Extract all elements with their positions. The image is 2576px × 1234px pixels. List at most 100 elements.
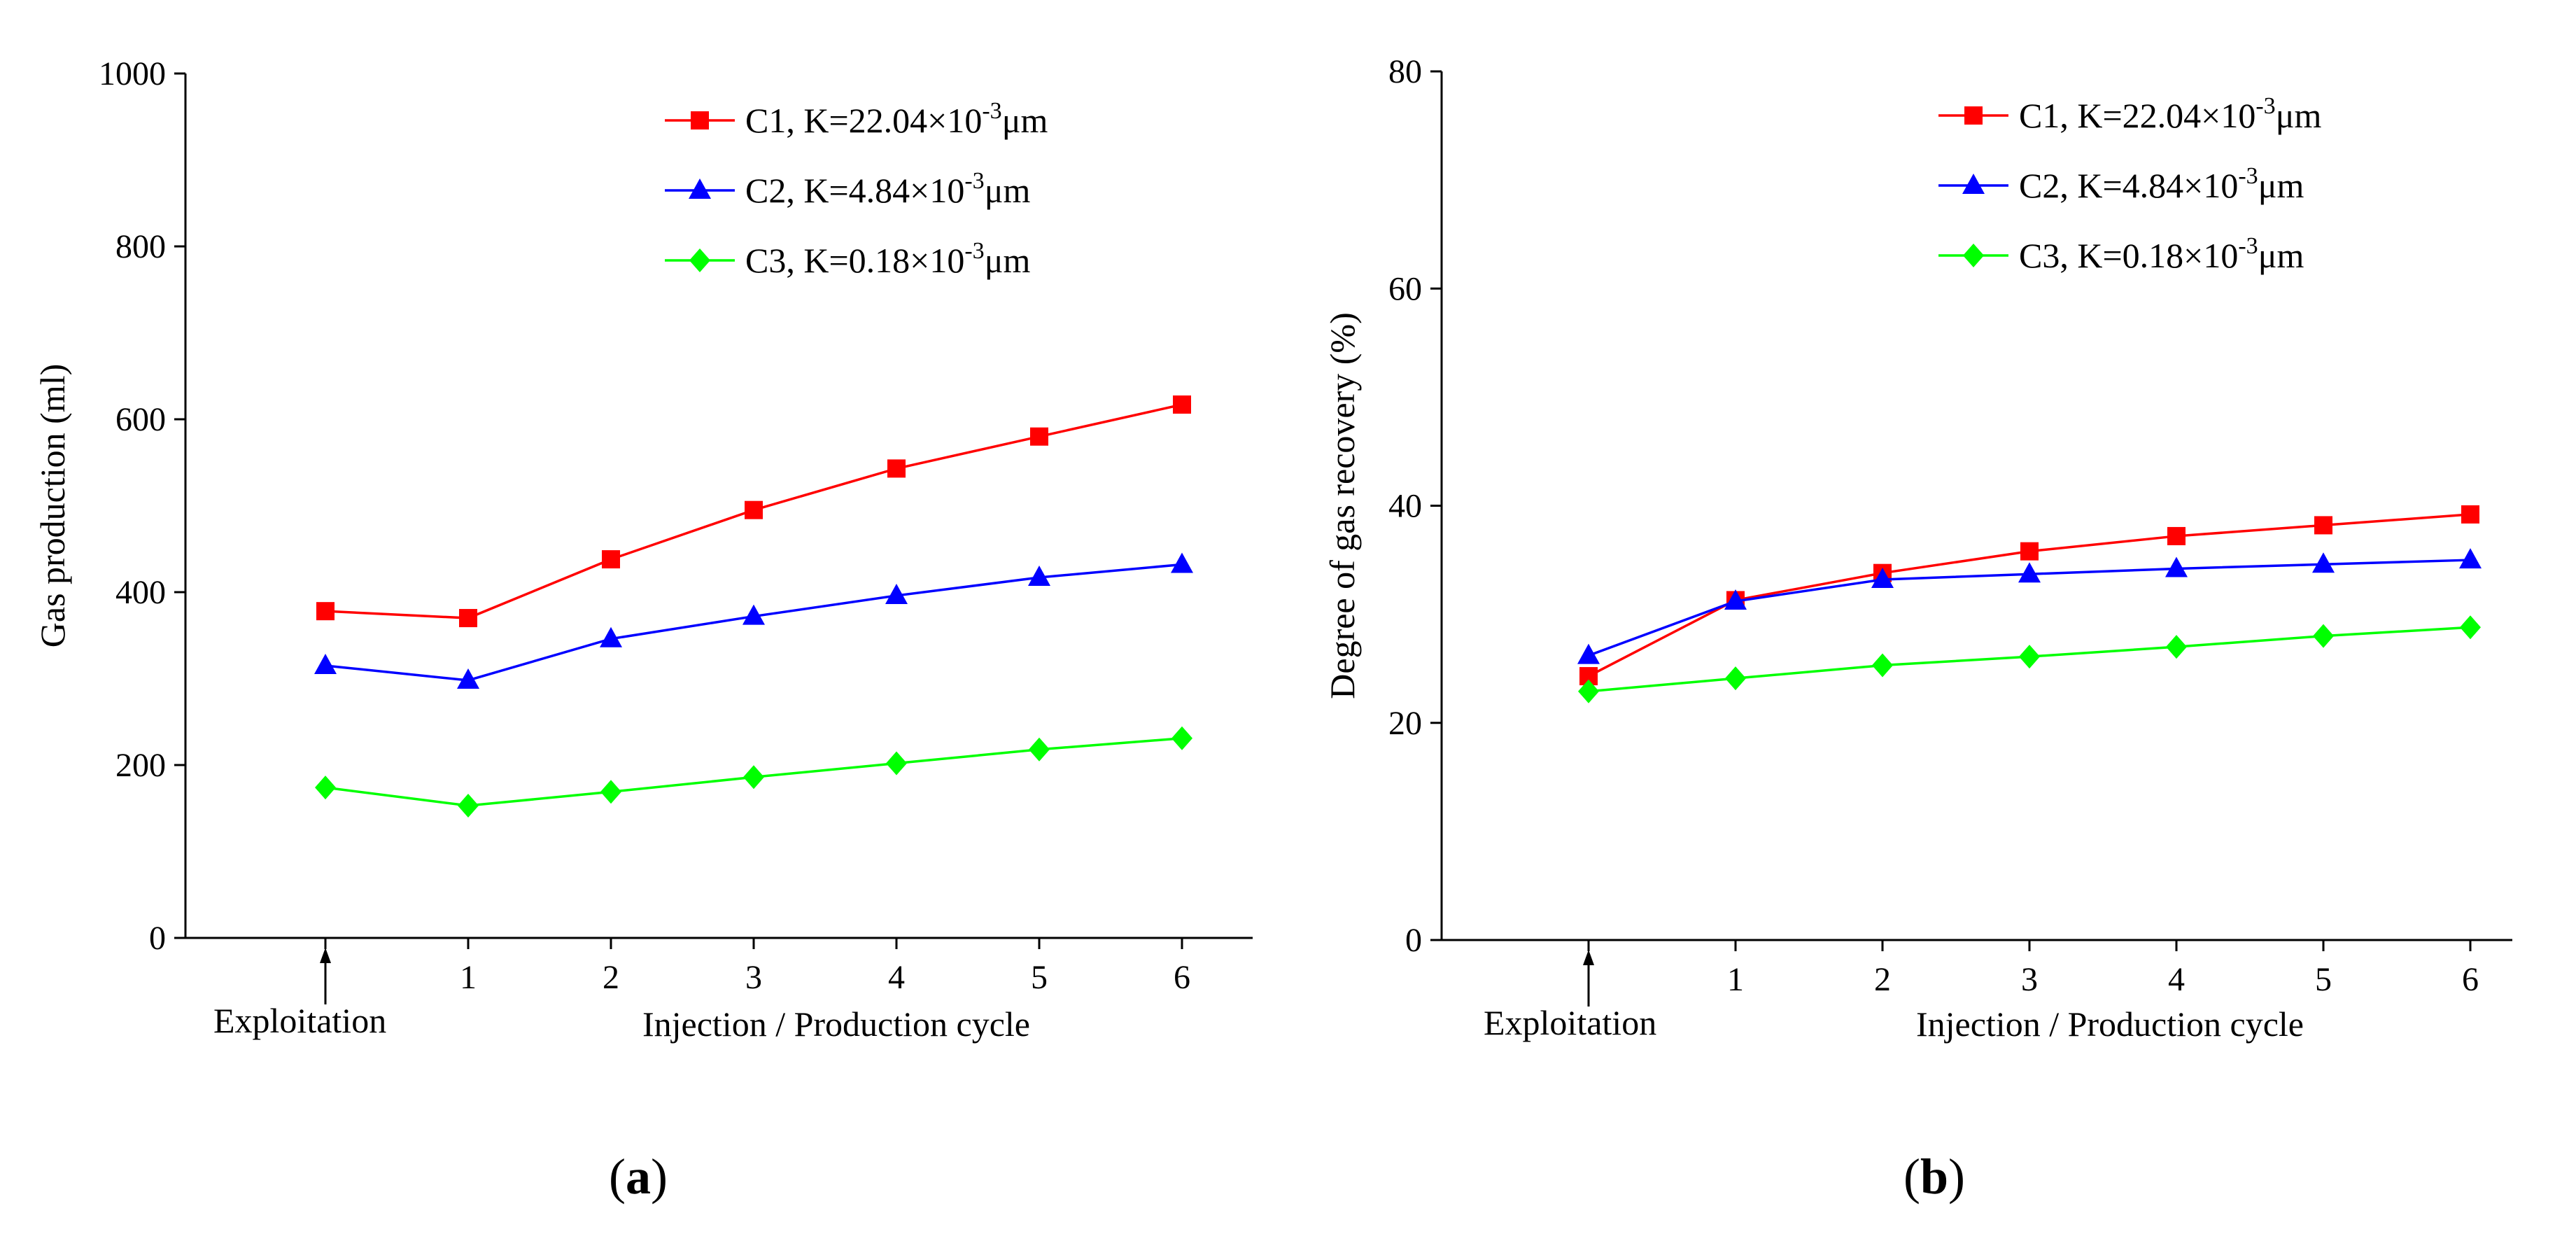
legend-entry-2: C2, K=4.84×10-3μm	[665, 168, 1030, 210]
data-point	[1872, 653, 1893, 678]
y-tick-label: 400	[115, 574, 166, 611]
data-point	[1030, 427, 1048, 446]
legend-marker	[1964, 106, 1983, 125]
x-axis-label: Injection / Production cycle	[1916, 1004, 2304, 1044]
data-point	[1871, 567, 1894, 588]
y-tick-label: 40	[1388, 488, 1422, 525]
data-point	[887, 459, 906, 478]
x-tick-label: 2	[603, 959, 619, 996]
x-tick-label: 4	[2168, 961, 2185, 998]
data-point	[1028, 566, 1050, 587]
data-point	[886, 751, 907, 776]
y-axis-label: Gas production (ml)	[33, 364, 72, 647]
series-1	[316, 395, 1191, 628]
x-axis-label: Injection / Production cycle	[642, 1004, 1030, 1044]
panel-label-a: (a)	[609, 1149, 668, 1205]
legend-label: C2, K=4.84×10-3μm	[2019, 163, 2304, 205]
legend-marker	[1963, 244, 1984, 267]
data-point	[745, 500, 763, 519]
data-point	[885, 583, 908, 604]
legend-entry-1: C1, K=22.04×10-3μm	[1938, 93, 2321, 135]
panel-letter-a: a	[625, 1149, 651, 1205]
panel-letter-b: b	[1920, 1149, 1949, 1205]
data-point	[2460, 615, 2481, 640]
data-point	[457, 668, 479, 689]
data-point	[1578, 679, 1599, 703]
data-point	[602, 550, 620, 569]
y-tick-label: 1000	[99, 55, 166, 92]
series-2	[1577, 548, 2482, 664]
exploitation-label: Exploitation	[1484, 1003, 1656, 1042]
y-tick-label: 0	[1405, 922, 1422, 959]
chart-panel-b: 0 20 40 60 80 1 2 3 4 5 6 Exploitation Injection / P…	[1323, 53, 2512, 1044]
data-point	[600, 626, 622, 647]
series-2	[314, 552, 1193, 689]
data-point	[2312, 552, 2335, 573]
data-point	[1029, 737, 1050, 762]
exploitation-label: Exploitation	[213, 1001, 386, 1040]
x-tick-label: 1	[1727, 961, 1744, 998]
data-point	[2313, 624, 2334, 648]
data-point	[2314, 516, 2332, 535]
legend-marker	[691, 111, 709, 129]
data-point	[1171, 552, 1193, 573]
data-point	[2019, 645, 2040, 669]
data-point	[1724, 589, 1747, 610]
series-3	[1578, 615, 2481, 703]
data-point	[1171, 726, 1192, 750]
data-point	[2461, 505, 2479, 524]
data-point	[2167, 526, 2186, 545]
x-tick-label: 1	[460, 959, 477, 996]
legend-entry-3: C3, K=0.18×10-3μm	[665, 238, 1030, 280]
y-tick-label: 20	[1388, 705, 1422, 742]
data-point	[742, 604, 765, 625]
legend-entry-3: C3, K=0.18×10-3μm	[1938, 233, 2304, 275]
legend-label: C1, K=22.04×10-3μm	[745, 98, 1048, 140]
data-point	[314, 653, 337, 674]
legend-label: C3, K=0.18×10-3μm	[2019, 233, 2304, 275]
x-tick-label: 5	[2315, 961, 2332, 998]
data-point	[2459, 548, 2482, 569]
x-tick-label: 3	[2021, 961, 2038, 998]
y-tick-label: 600	[115, 401, 166, 438]
legend-label: C1, K=22.04×10-3μm	[2019, 93, 2321, 135]
data-point	[2165, 556, 2188, 577]
legend-marker	[689, 178, 711, 199]
exploitation-arrow-head	[1583, 950, 1594, 965]
chart-panel-a: 0 200 400 600 800 1000 1 2 3 4 5 6 Exploitation Injec…	[33, 55, 1253, 1044]
data-point	[1173, 395, 1191, 414]
data-point	[458, 794, 479, 818]
data-point	[600, 780, 621, 804]
exploitation-arrow-head	[320, 948, 331, 963]
legend-entry-2: C2, K=4.84×10-3μm	[1938, 163, 2304, 205]
legend-label: C3, K=0.18×10-3μm	[745, 238, 1030, 280]
legend-label: C2, K=4.84×10-3μm	[745, 168, 1030, 210]
legend-marker	[689, 248, 710, 272]
x-tick-label: 3	[745, 959, 762, 996]
x-tick-label: 6	[1174, 959, 1190, 996]
data-point	[2166, 635, 2187, 659]
data-point	[315, 776, 336, 800]
x-tick-label: 6	[2462, 961, 2479, 998]
x-tick-label: 2	[1874, 961, 1891, 998]
panel-label-b: (b)	[1903, 1149, 1966, 1205]
y-axis-label: Degree of gas recovery (%)	[1323, 312, 1362, 699]
series-3	[315, 726, 1192, 818]
data-point	[459, 609, 477, 628]
data-point	[316, 602, 335, 621]
y-tick-label: 60	[1388, 270, 1422, 307]
x-tick-label: 4	[888, 959, 905, 996]
y-tick-label: 0	[149, 920, 166, 957]
data-point	[2018, 562, 2041, 583]
y-tick-label: 200	[115, 747, 166, 784]
x-tick-label: 5	[1031, 959, 1048, 996]
legend-entry-1: C1, K=22.04×10-3μm	[665, 98, 1048, 140]
data-point	[743, 765, 764, 790]
y-tick-label: 80	[1388, 53, 1422, 90]
y-tick-label: 800	[115, 228, 166, 265]
data-point	[2020, 542, 2039, 561]
legend-marker	[1962, 174, 1985, 194]
data-point	[1577, 643, 1600, 664]
